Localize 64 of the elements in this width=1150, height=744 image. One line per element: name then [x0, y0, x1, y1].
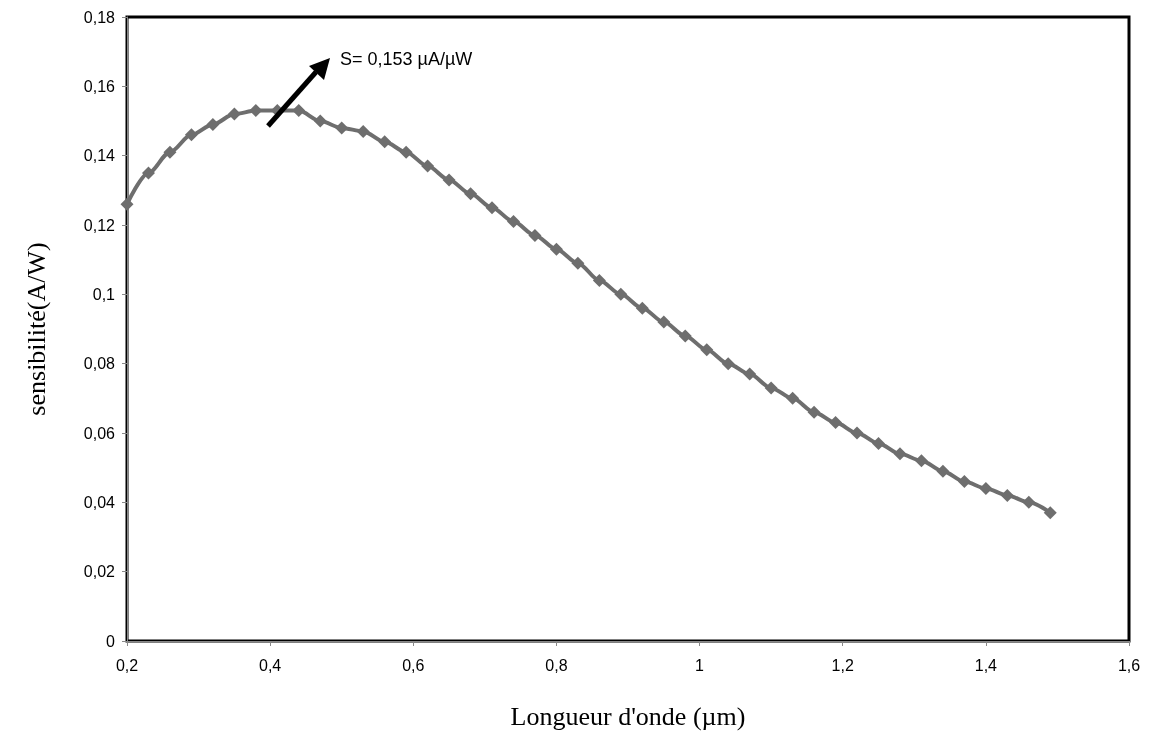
point: [700, 343, 714, 357]
point: [120, 197, 134, 211]
point: [163, 145, 177, 159]
point: [313, 114, 327, 128]
point: [678, 329, 692, 343]
point: [356, 124, 370, 138]
x-tick-label: 1,2: [831, 656, 854, 674]
point: [850, 426, 864, 440]
y-tick-label: 0,04: [83, 493, 116, 511]
x-tick-label: 0,2: [115, 656, 139, 674]
y-tick-label: 0,14: [83, 147, 116, 165]
x-tick-label: 1: [695, 656, 705, 674]
point: [1022, 495, 1036, 509]
y-tick-label: 0,16: [83, 77, 116, 95]
point: [614, 287, 628, 301]
x-axis-title: Longueur d'onde (µm): [510, 701, 746, 731]
point: [979, 481, 993, 495]
x-tick-label: 0,4: [259, 656, 282, 674]
point: [378, 135, 392, 149]
point: [807, 405, 821, 419]
point: [872, 436, 885, 450]
x-tick-label: 0,8: [545, 656, 568, 674]
y-tick-label: 0,12: [83, 216, 116, 234]
point: [957, 475, 971, 489]
point: [528, 228, 542, 242]
point: [829, 416, 843, 430]
point: [184, 128, 198, 142]
point: [549, 242, 563, 256]
point: [721, 357, 735, 371]
point: [485, 201, 499, 215]
y-tick-label: 0: [106, 632, 116, 650]
point: [1043, 506, 1057, 520]
point: [936, 464, 950, 478]
point: [635, 301, 649, 315]
y-tick-label: 0,08: [83, 355, 116, 373]
point: [292, 104, 306, 118]
point: [421, 159, 435, 173]
point: [506, 215, 520, 229]
point: [592, 273, 606, 287]
x-tick-label: 1,4: [974, 656, 998, 674]
y-axis-title: sensibilité(A/W): [21, 242, 51, 416]
point: [442, 173, 456, 187]
point: [335, 121, 349, 135]
point: [786, 391, 800, 405]
point: [764, 381, 778, 395]
point: [399, 145, 413, 159]
x-tick-label: 1,6: [1117, 656, 1141, 674]
x-tick-label: 0,6: [402, 656, 425, 674]
y-tick-label: 0,06: [83, 424, 116, 442]
point: [893, 447, 907, 461]
point: [914, 454, 928, 468]
point: [1000, 488, 1014, 502]
point: [657, 315, 671, 329]
point: [743, 367, 757, 381]
annotation: S= 0,153 µA/µW: [340, 49, 473, 69]
point: [141, 166, 155, 180]
point: [227, 107, 241, 121]
point: [249, 104, 263, 118]
y-tick-label: 0,02: [83, 563, 116, 581]
y-tick-label: 0,1: [92, 285, 116, 303]
y-tick-label: 0,18: [83, 8, 116, 26]
point: [464, 187, 478, 201]
point: [206, 117, 220, 131]
point: [571, 256, 585, 270]
